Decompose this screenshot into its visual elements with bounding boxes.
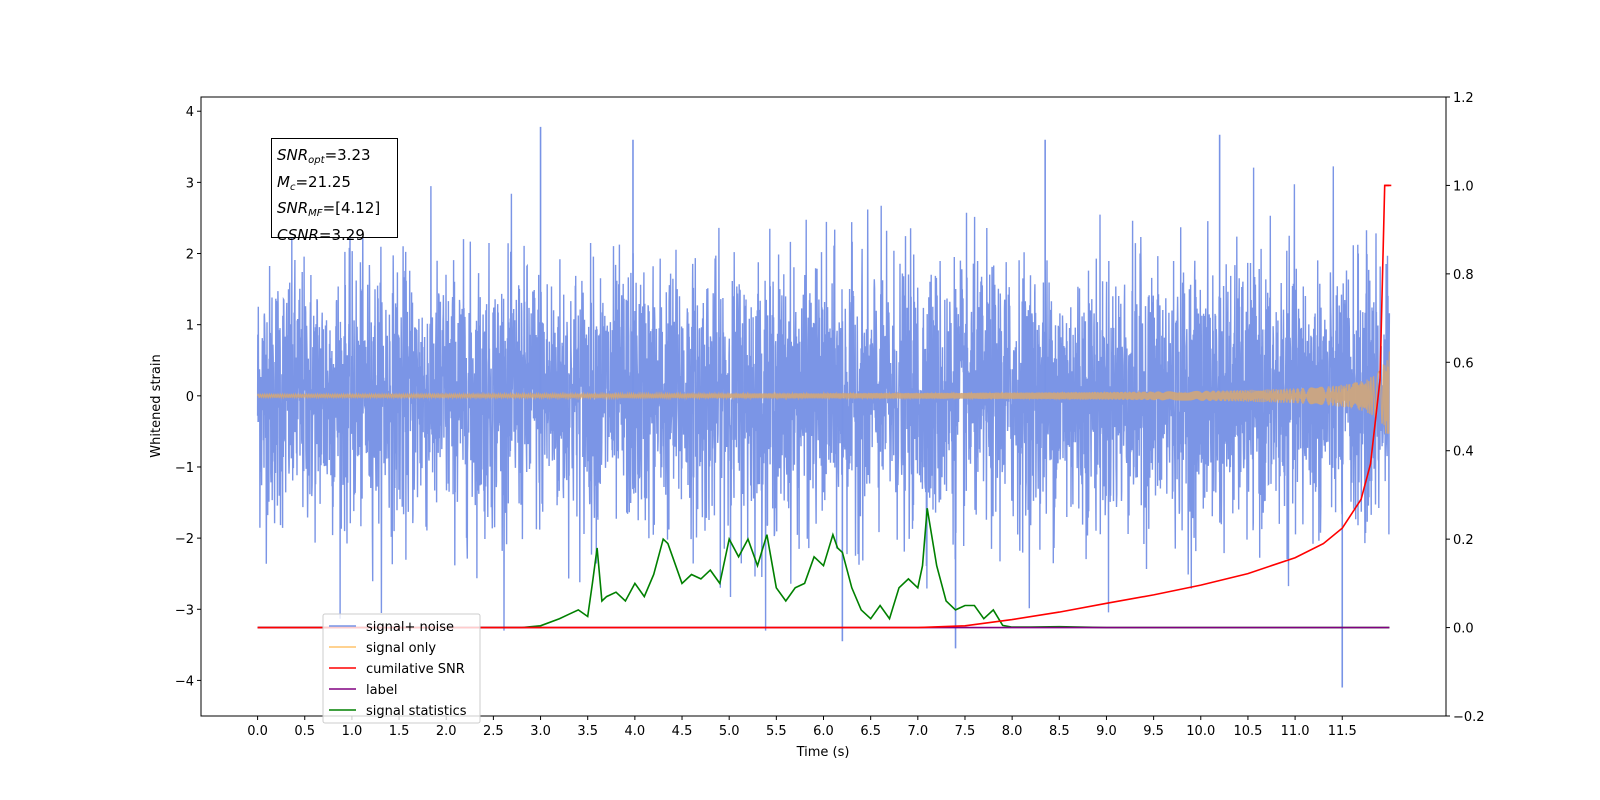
- x-tick-label: 7.0: [907, 724, 928, 739]
- y-tick-label: −1: [175, 461, 194, 476]
- y2-tick-label: 0.0: [1453, 622, 1474, 637]
- legend-label: signal only: [366, 641, 436, 656]
- x-tick-label: 5.0: [719, 724, 740, 739]
- x-tick-label: 2.0: [436, 724, 457, 739]
- snr-mf-label: SNR: [277, 199, 309, 217]
- snr-opt-sub: opt: [308, 155, 325, 166]
- x-tick-label: 3.5: [577, 724, 598, 739]
- snr-opt-label: SNR: [277, 146, 309, 164]
- y-tick-label: 1: [186, 319, 194, 334]
- signal-noise-series: [256, 126, 1391, 688]
- legend-label: label: [366, 683, 397, 698]
- x-tick-label: 1.5: [389, 724, 410, 739]
- y2-tick-label: 0.8: [1453, 268, 1474, 283]
- csnr-value: =3.29: [318, 225, 365, 244]
- legend-label: signal statistics: [366, 704, 467, 719]
- x-tick-label: 4.0: [625, 724, 646, 739]
- x-tick-label: 9.0: [1096, 724, 1117, 739]
- x-tick-label: 0.5: [294, 724, 315, 739]
- x-tick-label: 11.0: [1281, 724, 1310, 739]
- y-tick-label: 4: [186, 105, 194, 120]
- y2-tick-label: 1.2: [1453, 91, 1474, 106]
- cumilative-snr-line: [257, 184, 1390, 629]
- y-tick-label: 3: [186, 176, 194, 191]
- x-tick-label: 11.5: [1328, 724, 1357, 739]
- csnr-label: CSNR: [277, 225, 319, 244]
- signal-only-series: [257, 351, 1390, 434]
- x-tick-label: 7.5: [955, 724, 976, 739]
- mc-row: Mc=21.25: [277, 172, 397, 199]
- snr-opt-value: =3.23: [324, 146, 371, 164]
- x-tick-label: 9.5: [1143, 724, 1164, 739]
- y-tick-label: 0: [186, 390, 194, 405]
- y-tick-label: −2: [175, 532, 194, 547]
- mc-value: =21.25: [295, 172, 351, 191]
- signal-only-trace: [257, 351, 1390, 434]
- x-tick-label: 10.0: [1186, 724, 1215, 739]
- legend: signal+ noise signal only cumilative SNR la…: [322, 613, 481, 724]
- snr-mf-value: =[4.12]: [322, 199, 381, 217]
- y-axis-title: Whitened strain: [149, 354, 164, 457]
- x-tick-label: 1.0: [342, 724, 363, 739]
- snr-mf-row: SNRMF=[4.12]: [277, 198, 397, 225]
- x-tick-label: 10.5: [1233, 724, 1262, 739]
- legend-box: [322, 613, 481, 724]
- x-axis-title: Time (s): [796, 745, 850, 760]
- y2-tick-label: 1.0: [1453, 179, 1474, 194]
- x-tick-label: 6.5: [860, 724, 881, 739]
- signal-statistics-line: [257, 508, 1390, 629]
- x-tick-label: 8.5: [1049, 724, 1070, 739]
- y2-tick-label: −0.2: [1453, 710, 1485, 725]
- y2-tick-label: 0.6: [1453, 356, 1474, 371]
- snr-opt-row: SNRopt=3.23: [277, 145, 397, 172]
- x-axis-ticks: 0.0 0.5 1.0 1.5 2.0 2.5 3.0 3.5 4.0 4.5 5.0 5.5 6.0 6…: [247, 716, 1357, 739]
- y-tick-label: −3: [175, 603, 194, 618]
- y-tick-label: 2: [186, 248, 194, 263]
- x-tick-label: 3.0: [530, 724, 551, 739]
- x-tick-label: 2.5: [483, 724, 504, 739]
- y2-tick-label: 0.4: [1453, 445, 1474, 460]
- y2-axis-ticks: −0.2 0.0 0.2 0.4 0.6 0.8 1.0 1.2: [1446, 91, 1485, 725]
- mc-label: M: [277, 172, 290, 191]
- mc-sub: c: [289, 181, 296, 193]
- x-tick-label: 0.0: [247, 724, 268, 739]
- legend-label: signal+ noise: [366, 620, 454, 635]
- legend-label: cumilative SNR: [366, 662, 465, 677]
- y-tick-label: −4: [175, 674, 194, 689]
- x-tick-label: 6.0: [813, 724, 834, 739]
- annotation-box: SNRopt=3.23 Mc=21.25 SNRMF=[4.12] CSNR=3…: [271, 138, 398, 244]
- csnr-row: CSNR=3.29: [277, 225, 397, 247]
- x-tick-label: 8.0: [1002, 724, 1023, 739]
- snr-mf-sub: MF: [308, 208, 323, 219]
- x-tick-label: 4.5: [672, 724, 693, 739]
- y2-tick-label: 0.2: [1453, 533, 1474, 548]
- y-axis-ticks: −4 −3 −2 −1 0 1 2 3 4: [175, 105, 201, 689]
- x-tick-label: 5.5: [766, 724, 787, 739]
- noise-trace: [256, 166, 1391, 631]
